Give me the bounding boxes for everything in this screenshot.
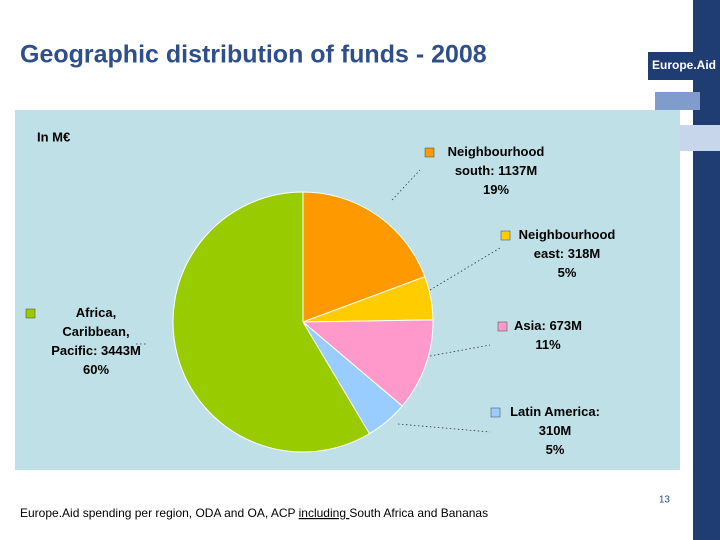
category-label: Neighbourhood xyxy=(519,227,616,242)
deco-square xyxy=(655,92,700,110)
value-label: 673M xyxy=(549,318,582,333)
percent-label: 60% xyxy=(83,362,109,377)
value-label: 310M xyxy=(539,423,572,438)
leader-line xyxy=(429,247,501,291)
category-label: Pacific: xyxy=(51,343,101,358)
legend-swatch xyxy=(497,321,508,332)
slice-label: 5% xyxy=(546,442,565,457)
value-label: 318M xyxy=(568,246,601,261)
pie-slice xyxy=(302,191,426,323)
slice-label: Africa, xyxy=(76,305,116,320)
percent-label: 5% xyxy=(546,442,565,457)
pie xyxy=(172,191,434,453)
category-label: Neighbourhood xyxy=(448,144,545,159)
slice-label: east: 318M xyxy=(534,246,601,261)
page-number: 13 xyxy=(659,495,671,506)
slice-label: south: 1137M xyxy=(455,163,537,178)
category-label: Africa, xyxy=(76,305,116,320)
value-label: 1137M xyxy=(498,163,537,178)
deco-square xyxy=(680,125,720,151)
pie-slice xyxy=(172,191,371,453)
slice-label: 11% xyxy=(535,337,561,352)
unit-note: In M€ xyxy=(37,129,70,144)
leader-line xyxy=(397,423,491,433)
percent-label: 19% xyxy=(483,182,509,197)
slice-label: Asia: 673M xyxy=(514,318,582,333)
leader-line xyxy=(391,169,421,201)
slice-label: Pacific: 3443M xyxy=(51,343,141,358)
legend-swatch xyxy=(424,147,435,158)
legend-swatch xyxy=(490,407,501,418)
slice-label: Neighbourhood xyxy=(448,144,545,159)
brand: Europe.Aid xyxy=(652,58,716,72)
category-label: south: xyxy=(455,163,498,178)
slice-label: 5% xyxy=(558,265,577,280)
value-label: 3443M xyxy=(101,343,141,358)
percent-label: 11% xyxy=(535,337,561,352)
slice-label: 19% xyxy=(483,182,509,197)
category-label: Latin America: xyxy=(510,404,600,419)
legend-swatch xyxy=(25,308,36,319)
category-label: east: xyxy=(534,246,568,261)
percent-label: 5% xyxy=(558,265,577,280)
slice-label: Caribbean, xyxy=(62,324,129,339)
side-bar xyxy=(693,0,720,540)
footnote: Europe.Aid spending per region, ODA and … xyxy=(20,506,488,520)
slice-label: Latin America: xyxy=(510,404,600,419)
category-label: Asia: xyxy=(514,318,549,333)
brand-box xyxy=(648,52,720,80)
slice-label: 310M xyxy=(539,423,572,438)
slice-label: 60% xyxy=(83,362,109,377)
slice-label: Neighbourhood xyxy=(519,227,616,242)
chart-title: Geographic distribution of funds - 2008 xyxy=(20,41,487,69)
legend-swatch xyxy=(500,230,511,241)
pie-slice xyxy=(301,319,434,407)
category-label: Caribbean, xyxy=(62,324,129,339)
